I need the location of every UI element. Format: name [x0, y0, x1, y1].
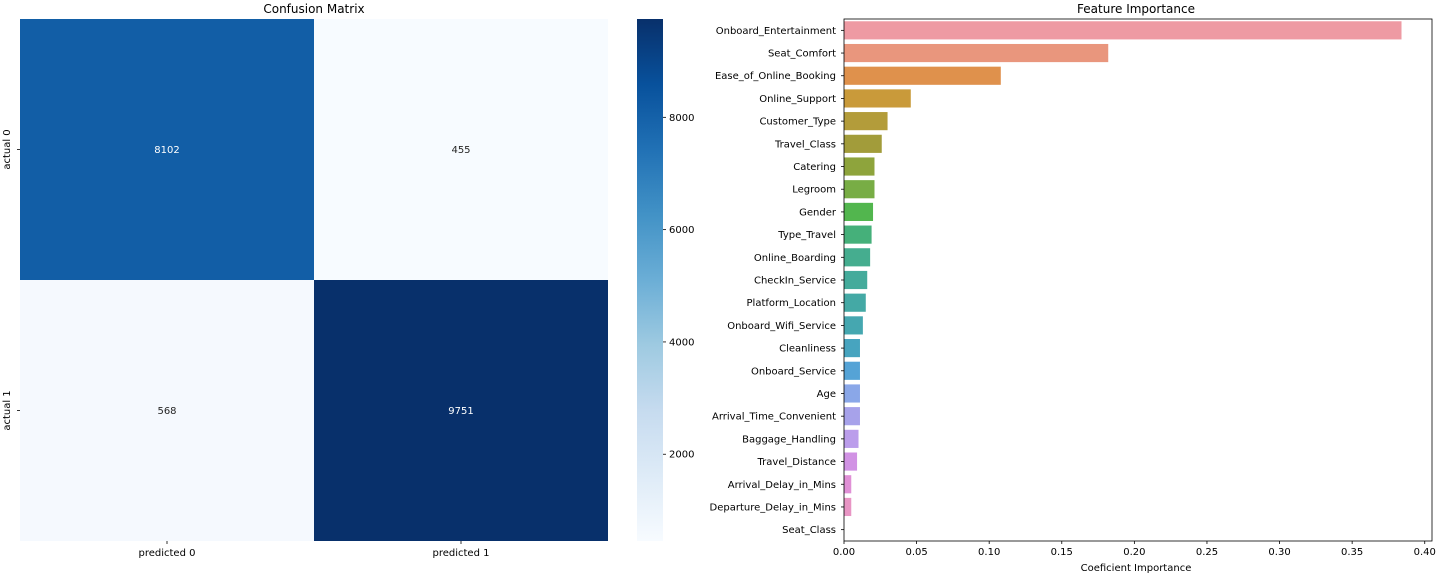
bar-category-label: Gender: [799, 207, 837, 218]
bar-category-label: Seat_Class: [782, 525, 836, 536]
bar: [844, 225, 872, 244]
bar: [844, 21, 1402, 40]
bar-category-label: Travel_Distance: [757, 457, 836, 468]
heatmap-cell: [314, 280, 608, 541]
bar-x-tick-label: 0.25: [1196, 547, 1218, 558]
colorbar-gradient: [637, 19, 663, 541]
colorbar-tick-label: 2000: [669, 450, 694, 461]
bar-category-label: Legroom: [792, 185, 836, 196]
bar-category-label: Onboard_Entertainment: [716, 26, 836, 37]
confusion-matrix-panel: Confusion Matrix 8102 455 568 9751 actual 0…: [2, 2, 608, 559]
bar-category-label: Baggage_Handling: [742, 434, 836, 445]
bar: [844, 497, 852, 517]
heatmap-col-label: predicted 0: [139, 548, 196, 559]
bar-category-label: Onboard_Wifi_Service: [727, 321, 836, 332]
bar-category-label: Online_Boarding: [754, 253, 836, 264]
bar-category-label: CheckIn_Service: [754, 276, 836, 287]
heatmap-cell-value: 9751: [448, 406, 473, 417]
bar: [844, 202, 874, 221]
bar-category-label: Catering: [793, 162, 836, 173]
bar-category-label: Cleanliness: [779, 344, 836, 355]
heatmap-cell-value: 8102: [154, 145, 179, 156]
heatmap-cell: [20, 280, 314, 541]
heatmap-cell: [20, 19, 314, 280]
bar: [844, 339, 860, 358]
heatmap-title: Confusion Matrix: [263, 2, 364, 16]
bar: [844, 248, 871, 267]
bar-category-label: Travel_Class: [774, 139, 836, 150]
heatmap-cell-value: 455: [451, 145, 470, 156]
bar: [844, 407, 860, 426]
bar-x-tick-label: 0.30: [1268, 547, 1290, 558]
bar: [844, 180, 875, 199]
heatmap-row-label: actual 1: [2, 390, 13, 430]
bar: [844, 112, 888, 131]
bar-x-tick-label: 0.15: [1051, 547, 1073, 558]
bar-category-label: Ease_of_Online_Booking: [715, 71, 836, 82]
bar-chart-title: Feature Importance: [1077, 2, 1195, 16]
heatmap-col-label: predicted 1: [433, 548, 490, 559]
bar: [844, 293, 866, 312]
bar-x-tick-label: 0.35: [1341, 547, 1363, 558]
bar-x-tick-label: 0.40: [1414, 547, 1436, 558]
bar: [844, 157, 875, 176]
heatmap-row-label: actual 0: [2, 129, 13, 169]
bar-x-tick-label: 0.05: [905, 547, 927, 558]
bar-category-label: Age: [817, 389, 836, 400]
bar-category-label: Customer_Type: [759, 117, 836, 128]
colorbar-tick-label: 6000: [669, 225, 694, 236]
bar-category-label: Arrival_Delay_in_Mins: [728, 480, 836, 491]
bar-category-label: Type_Travel: [777, 230, 836, 241]
bar: [844, 270, 868, 290]
colorbar-tick-label: 4000: [669, 337, 694, 348]
bar-category-label: Seat_Comfort: [768, 49, 836, 60]
bar-category-label: Onboard_Service: [751, 366, 836, 377]
feature-importance-panel: Feature Importance Onboard_Entertainment…: [710, 2, 1436, 574]
bar-x-tick-label: 0.20: [1123, 547, 1145, 558]
bar: [844, 452, 858, 471]
bar: [844, 361, 860, 380]
heatmap-cell: [314, 19, 608, 280]
bar-plot-frame: [843, 18, 1433, 542]
bar-x-tick-label: 0.10: [978, 547, 1000, 558]
colorbar: 2000 4000 6000 8000: [637, 19, 694, 541]
bar: [844, 134, 882, 153]
x-axis-label: Coeficient Importance: [1081, 563, 1192, 574]
colorbar-tick-label: 8000: [669, 113, 694, 124]
bar: [844, 384, 860, 403]
bar: [844, 66, 1001, 85]
bar-x-tick-label: 0.00: [833, 547, 855, 558]
bar: [844, 316, 863, 335]
bar-category-label: Online_Support: [759, 94, 836, 105]
bar: [844, 43, 1109, 63]
bar-category-label: Platform_Location: [747, 298, 836, 309]
bar-category-label: Departure_Delay_in_Mins: [710, 502, 837, 513]
bar-category-label: Arrival_Time_Convenient: [712, 412, 836, 423]
bar: [844, 89, 911, 108]
bar: [844, 429, 859, 448]
bar: [844, 475, 852, 494]
heatmap-cell-value: 568: [157, 406, 176, 417]
